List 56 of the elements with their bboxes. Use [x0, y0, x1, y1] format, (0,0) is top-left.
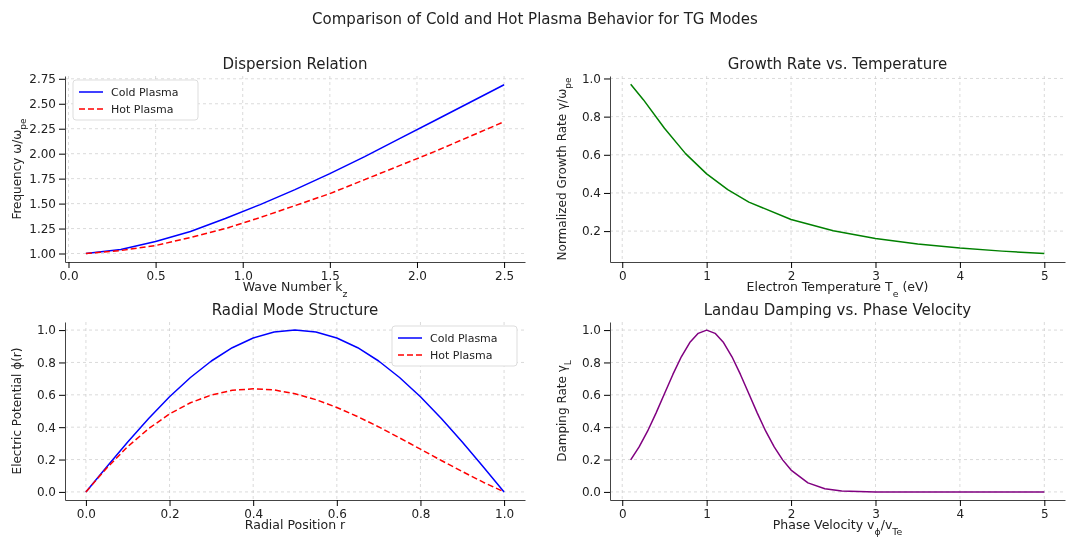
x-tick-label: 0 [618, 268, 627, 283]
y-tick-label: 2.00 [29, 147, 56, 162]
x-tick-label: 5 [1041, 268, 1049, 283]
text: Comparison of Cold and Hot Plasma Behavior for TG Modes [312, 10, 759, 28]
y-tick-label: 0.8 [581, 355, 601, 370]
y-tick-label: 0.6 [581, 388, 601, 403]
x-tick-label: 5 [1041, 506, 1049, 521]
y-tick-label: 0.4 [36, 420, 56, 435]
y-tick-label: 0.2 [36, 452, 56, 467]
y-tick-label: 1.0 [36, 323, 56, 338]
y-tick-label: 2.75 [29, 72, 56, 87]
x-tick-label: 4 [956, 268, 965, 283]
x-tick-label: 0.5 [146, 268, 166, 283]
line-series [629, 329, 1046, 493]
y-tick-label: 0.0 [581, 485, 601, 500]
y-tick-label: 0.2 [581, 224, 601, 239]
y-tick-label: 1.25 [29, 221, 56, 236]
chart-title: Growth Rate vs. Temperature [727, 55, 948, 73]
line-series [629, 83, 1046, 255]
chart-title: Radial Mode Structure [211, 301, 379, 319]
y-tick-label: 1.00 [29, 246, 56, 261]
y-tick-label: 0.2 [581, 452, 601, 467]
legend-label: Cold Plasma [111, 86, 179, 99]
x-tick-label: 0.2 [160, 506, 180, 521]
y-tick-label: 0.8 [581, 109, 601, 124]
line-series [85, 84, 505, 255]
x-tick-label: 0 [618, 506, 627, 521]
y-tick-label: 0.4 [581, 186, 601, 201]
y-tick-label: 0.6 [36, 388, 56, 403]
chart-title: Landau Damping vs. Phase Velocity [703, 301, 972, 319]
legend-label: Cold Plasma [430, 332, 498, 345]
y-tick-label: 1.0 [581, 323, 601, 338]
x-tick-label: 0.8 [411, 506, 431, 521]
y-tick-label: 0.4 [581, 420, 601, 435]
y-tick-label: 1.0 [581, 71, 601, 86]
y-tick-label: 1.50 [29, 196, 56, 211]
y-tick-label: 0.6 [581, 148, 601, 163]
x-tick-label: 2.5 [495, 268, 515, 283]
y-tick-label: 0.0 [36, 485, 56, 500]
y-tick-label: 0.8 [36, 355, 56, 370]
x-tick-label: 0.0 [76, 506, 96, 521]
y-axis-title: Electric Potential ϕ(r) [10, 347, 24, 475]
line-series [85, 388, 505, 493]
x-tick-label: 0.0 [59, 268, 79, 283]
y-tick-label: 2.25 [29, 122, 56, 137]
legend-label: Hot Plasma [430, 349, 493, 362]
chart-title: Dispersion Relation [222, 55, 368, 73]
x-tick-label: 4 [956, 506, 965, 521]
legend-label: Hot Plasma [111, 103, 174, 116]
x-tick-label: 1 [703, 268, 711, 283]
x-tick-label: 2.0 [407, 268, 428, 283]
x-tick-label: 1 [703, 506, 711, 521]
line-series [85, 120, 505, 255]
y-tick-label: 1.75 [29, 171, 56, 186]
x-tick-label: 1.0 [495, 506, 515, 521]
y-tick-label: 2.50 [29, 97, 56, 112]
